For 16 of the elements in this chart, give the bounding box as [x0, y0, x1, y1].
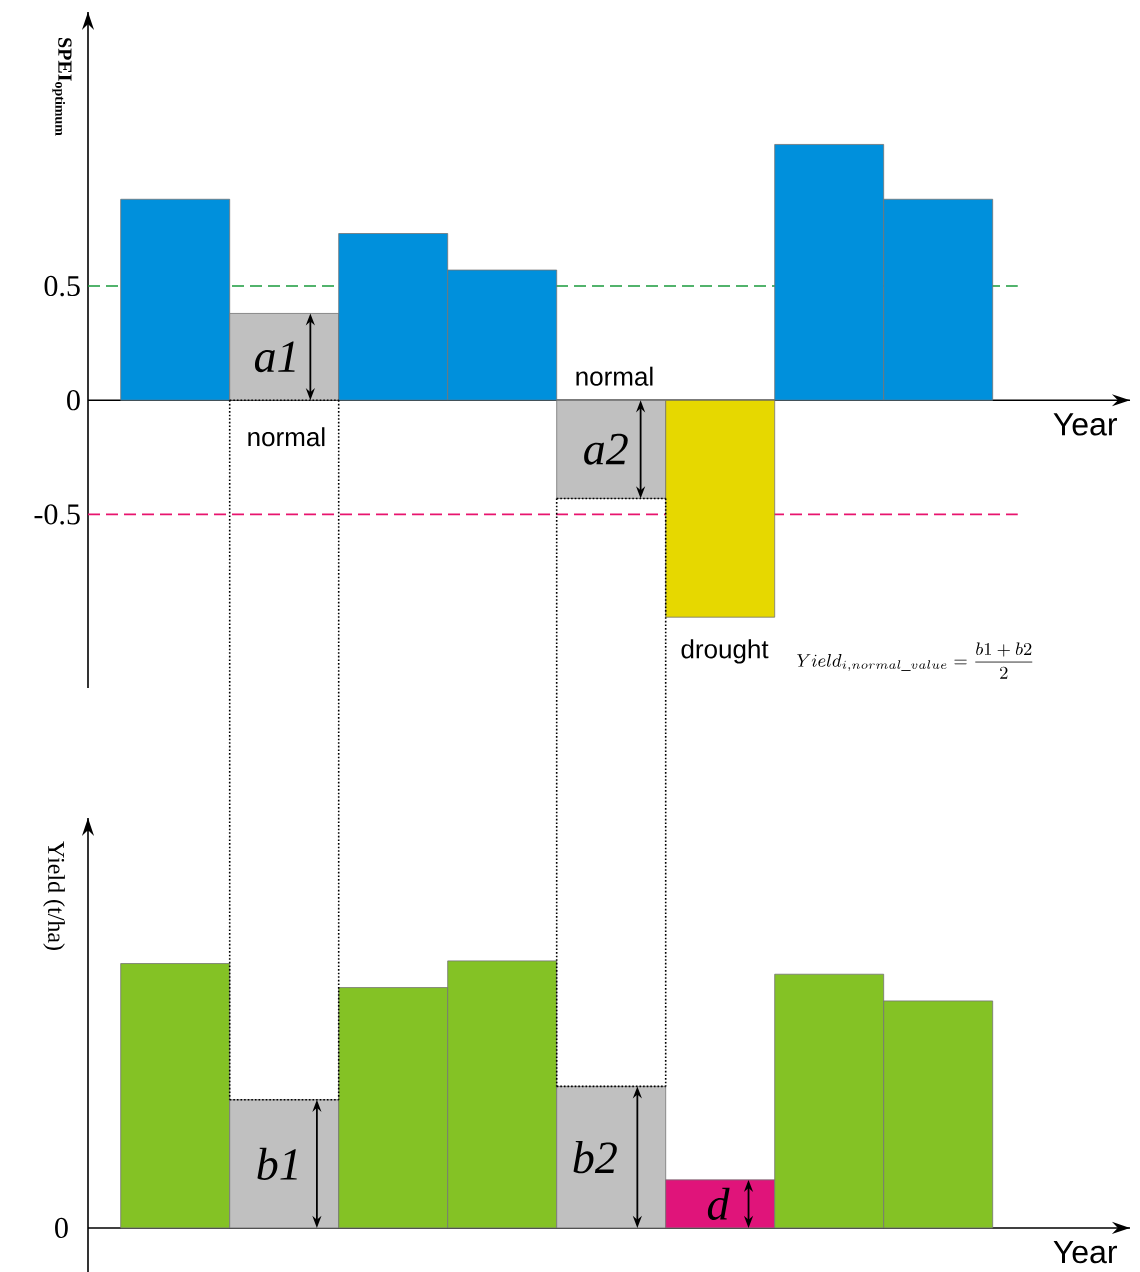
- annotation: a1: [254, 341, 295, 373]
- text: SPEI$_{optimum}$: [52, 38, 72, 136]
- annotation: $Yield_{i,normal\_value}=\frac{b1+b2}{2}$: [797, 642, 1033, 679]
- annotation: normal: [248, 427, 325, 447]
- y-axis-title: Yield (t/ha): [43, 841, 65, 950]
- annotation: a2: [584, 433, 628, 465]
- annotation: normal: [576, 366, 653, 386]
- y-tick-label: -0.5: [34, 504, 80, 525]
- annotation: b2: [573, 1140, 617, 1174]
- y-tick-label: 0: [67, 390, 80, 411]
- y-tick-label: 0.5: [44, 275, 80, 297]
- x-axis-title: Year: [1053, 413, 1117, 436]
- annotation: drought: [681, 639, 769, 664]
- x-axis-title: Year: [1053, 1240, 1117, 1264]
- annotation: d: [707, 1187, 730, 1221]
- annotation: b1: [257, 1147, 297, 1181]
